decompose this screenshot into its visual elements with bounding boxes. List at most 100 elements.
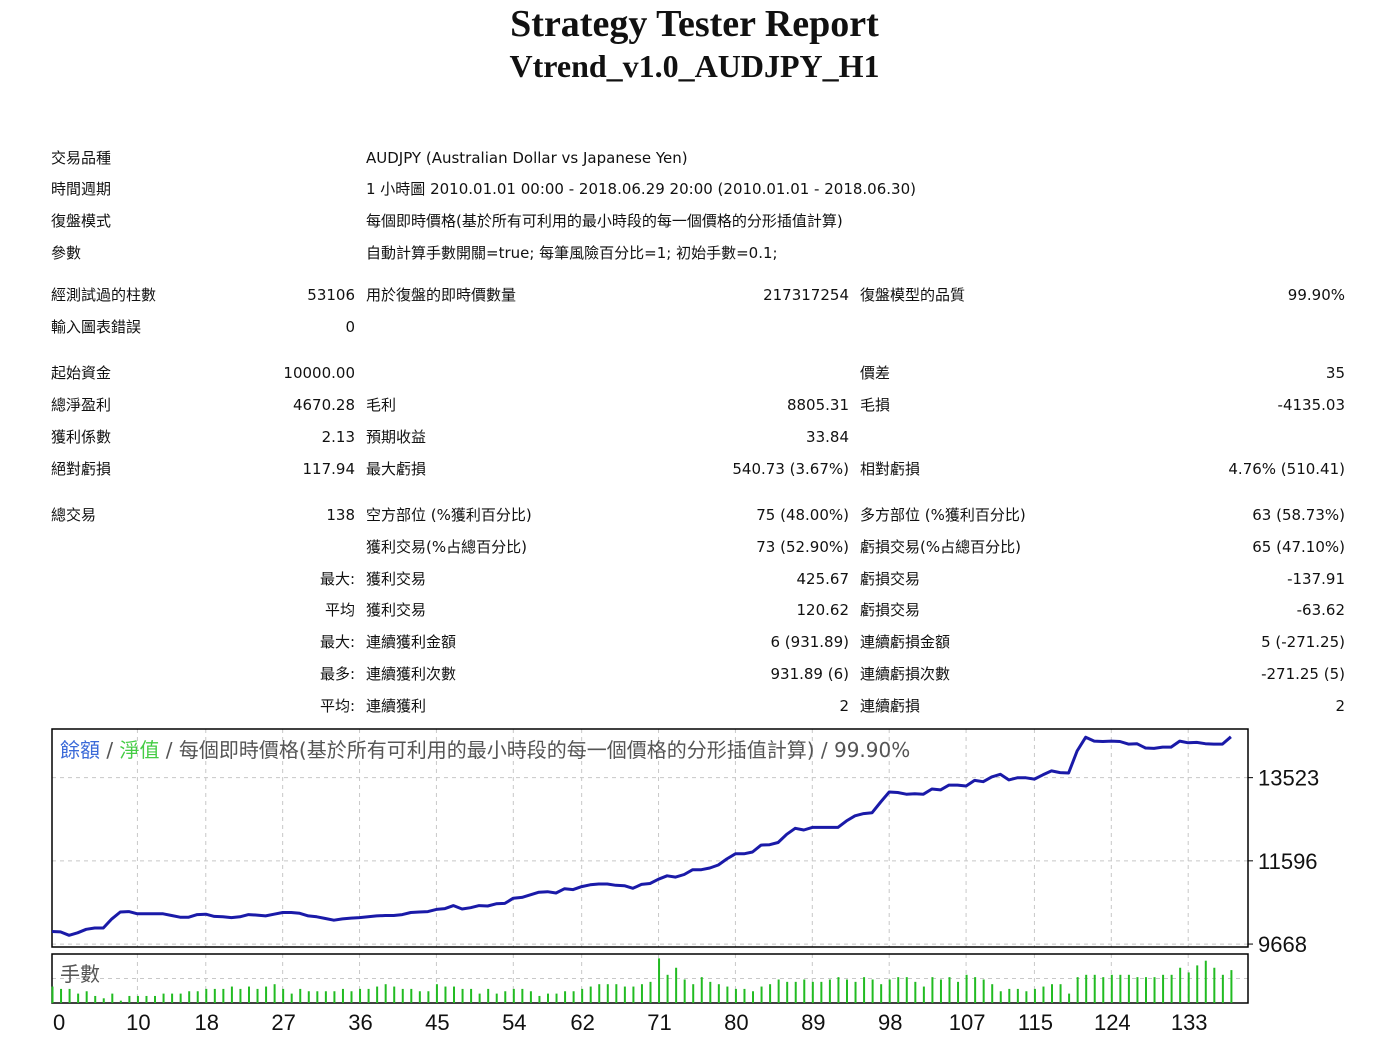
x-tick-label: 45 — [425, 1010, 449, 1035]
setting-value-period: 1 小時圖 2010.01.01 00:00 - 2018.06.29 20:0… — [366, 180, 916, 198]
max-consecutive-loss-label: 連續虧損次數 — [860, 665, 951, 683]
average-loss-label: 虧損交易 — [860, 601, 921, 619]
profit-factor-value: 2.13 — [321, 428, 355, 446]
x-tick-label: 0 — [53, 1010, 65, 1035]
abs-drawdown-label: 絕對虧損 — [51, 460, 112, 478]
loss-trades-label: 虧損交易(%占總百分比) — [860, 538, 1021, 556]
gross-profit-value: 8805.31 — [786, 396, 849, 414]
largest-loss-label: 虧損交易 — [860, 570, 921, 588]
short-positions-value: 75 (48.00%) — [756, 506, 849, 524]
quality-value: 99.90% — [1287, 286, 1345, 304]
avg-consecutive-losses-value: 2 — [1335, 697, 1345, 715]
avg-consecutive-prefix: 平均: — [319, 697, 355, 715]
net-value: 4670.28 — [292, 396, 355, 414]
legend-separator: / — [100, 738, 119, 762]
avg-consecutive-wins-label: 連續獲利 — [366, 697, 427, 715]
bars-value: 53106 — [307, 286, 355, 304]
long-positions-value: 63 (58.73%) — [1252, 506, 1345, 524]
profit-factor-label: 獲利係數 — [51, 428, 112, 446]
x-tick-label: 133 — [1171, 1010, 1208, 1035]
largest-profit-label: 獲利交易 — [366, 570, 427, 588]
profit-trades-value: 73 (52.90%) — [756, 538, 849, 556]
max-drawdown-value: 540.73 (3.67%) — [732, 460, 849, 478]
y-tick-label: 13523 — [1258, 766, 1319, 791]
report-title: Strategy Tester Report — [510, 3, 879, 45]
payoff-label: 預期收益 — [366, 428, 427, 446]
avg-consecutive-losses-label: 連續虧損 — [860, 697, 921, 715]
rel-drawdown-value: 4.76% (510.41) — [1228, 460, 1345, 478]
total-trades-label: 總交易 — [51, 506, 97, 524]
long-positions-label: 多方部位 (%獲利百分比) — [860, 506, 1026, 524]
legend-quality: 99.90% — [834, 738, 910, 762]
y-tick-label: 9668 — [1258, 932, 1307, 957]
setting-label-symbol: 交易品種 — [51, 149, 112, 167]
max-consecutive-wins-value: 6 (931.89) — [770, 633, 849, 651]
ticks-value: 217317254 — [763, 286, 849, 304]
setting-label-period: 時間週期 — [51, 180, 112, 198]
max-consecutive-loss-value: -271.25 (5) — [1261, 665, 1345, 683]
x-tick-label: 89 — [801, 1010, 825, 1035]
y-tick-label: 11596 — [1258, 849, 1318, 874]
legend-equity: 淨值 — [119, 738, 159, 762]
average-profit-value: 120.62 — [796, 601, 850, 619]
x-tick-label: 62 — [570, 1010, 594, 1035]
plot-frame — [51, 728, 1249, 948]
legend-model: 每個即時價格(基於所有可利用的最小時段的每一個價格的分形插值計算) — [179, 738, 815, 762]
total-trades-value: 138 — [326, 506, 355, 524]
chart-legend: 餘額 / 淨值 / 每個即時價格(基於所有可利用的最小時段的每一個價格的分形插值… — [60, 738, 910, 762]
largest-profit-value: 425.67 — [796, 570, 850, 588]
errors-value: 0 — [345, 318, 355, 336]
x-tick-label: 98 — [878, 1010, 902, 1035]
deposit-label: 起始資金 — [51, 364, 112, 382]
spread-label: 價差 — [860, 364, 891, 382]
average-prefix: 平均 — [324, 601, 355, 619]
legend-balance: 餘額 — [60, 738, 100, 762]
volume-label: 手數 — [60, 962, 100, 986]
setting-value-model: 每個即時價格(基於所有可利用的最小時段的每一個價格的分形插值計算) — [366, 212, 843, 230]
gross-loss-value: -4135.03 — [1277, 396, 1345, 414]
payoff-value: 33.84 — [806, 428, 849, 446]
bars-label: 經測試過的柱數 — [51, 286, 157, 304]
largest-prefix: 最大: — [319, 570, 355, 588]
legend-separator: / — [159, 738, 178, 762]
max-drawdown-label: 最大虧損 — [366, 460, 427, 478]
average-profit-label: 獲利交易 — [366, 601, 427, 619]
x-tick-label: 18 — [195, 1010, 219, 1035]
report-subtitle: Vtrend_v1.0_AUDJPY_H1 — [509, 48, 880, 84]
gross-loss-label: 毛損 — [860, 396, 891, 414]
most-consecutive-prefix: 最多: — [319, 665, 355, 683]
max-consecutive-wins-label: 連續獲利金額 — [366, 633, 457, 651]
x-tick-label: 27 — [271, 1010, 295, 1035]
errors-label: 輸入圖表錯誤 — [51, 318, 142, 336]
x-tick-label: 124 — [1094, 1010, 1131, 1035]
x-tick-label: 71 — [647, 1010, 671, 1035]
short-positions-label: 空方部位 (%獲利百分比) — [366, 506, 532, 524]
ticks-label: 用於復盤的即時價數量 — [366, 286, 517, 304]
max-consecutive-profit-value: 931.89 (6) — [770, 665, 849, 683]
largest-loss-value: -137.91 — [1287, 570, 1345, 588]
x-tick-label: 54 — [502, 1010, 526, 1035]
quality-label: 復盤模型的品質 — [860, 286, 966, 304]
max-consecutive-prefix: 最大: — [319, 633, 355, 651]
setting-value-symbol: AUDJPY (Australian Dollar vs Japanese Ye… — [366, 149, 688, 167]
spread-value: 35 — [1325, 364, 1345, 382]
deposit-value: 10000.00 — [283, 364, 355, 382]
average-loss-value: -63.62 — [1296, 601, 1345, 619]
abs-drawdown-value: 117.94 — [302, 460, 356, 478]
x-tick-label: 80 — [724, 1010, 748, 1035]
max-consecutive-losses-value: 5 (-271.25) — [1261, 633, 1345, 651]
x-tick-label: 10 — [126, 1010, 150, 1035]
x-tick-label: 36 — [348, 1010, 372, 1035]
loss-trades-value: 65 (47.10%) — [1252, 538, 1345, 556]
setting-value-params: 自動計算手數開關=true; 每筆風險百分比=1; 初始手數=0.1; — [366, 244, 778, 262]
max-consecutive-profit-label: 連續獲利次數 — [366, 665, 457, 683]
gross-profit-label: 毛利 — [366, 396, 397, 414]
rel-drawdown-label: 相對虧損 — [860, 460, 921, 478]
legend-separator: / — [815, 738, 834, 762]
setting-label-model: 復盤模式 — [51, 212, 112, 230]
x-tick-label: 115 — [1018, 1010, 1053, 1035]
x-tick-label: 107 — [949, 1010, 986, 1035]
net-label: 總淨盈利 — [51, 396, 112, 414]
balance-series-line — [51, 735, 1232, 937]
